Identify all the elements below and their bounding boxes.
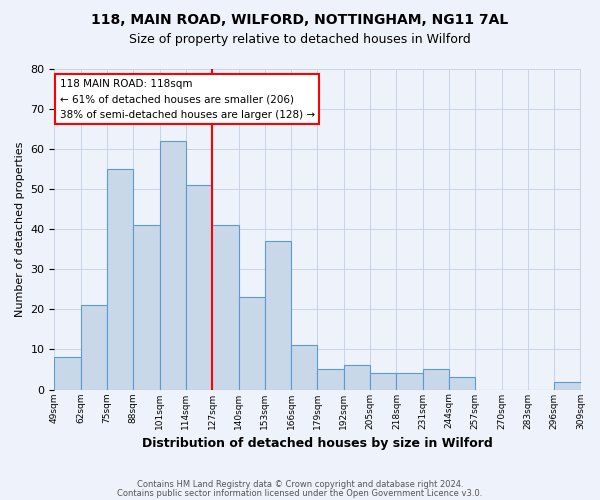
Y-axis label: Number of detached properties: Number of detached properties [15, 142, 25, 317]
Text: Size of property relative to detached houses in Wilford: Size of property relative to detached ho… [129, 32, 471, 46]
X-axis label: Distribution of detached houses by size in Wilford: Distribution of detached houses by size … [142, 437, 493, 450]
Bar [55, 358, 81, 390]
Bar [554, 382, 581, 390]
Bar [186, 185, 212, 390]
Text: 118, MAIN ROAD, WILFORD, NOTTINGHAM, NG11 7AL: 118, MAIN ROAD, WILFORD, NOTTINGHAM, NG1… [91, 12, 509, 26]
Bar [397, 374, 422, 390]
Bar [422, 370, 449, 390]
Bar [239, 298, 265, 390]
Bar [291, 346, 317, 390]
Bar [370, 374, 397, 390]
Bar [449, 378, 475, 390]
Bar [317, 370, 344, 390]
Bar [160, 141, 186, 390]
Bar [133, 226, 160, 390]
Text: Contains public sector information licensed under the Open Government Licence v3: Contains public sector information licen… [118, 488, 482, 498]
Bar [81, 306, 107, 390]
Bar [344, 366, 370, 390]
Bar [265, 242, 291, 390]
Text: 118 MAIN ROAD: 118sqm
← 61% of detached houses are smaller (206)
38% of semi-det: 118 MAIN ROAD: 118sqm ← 61% of detached … [59, 78, 315, 120]
Text: Contains HM Land Registry data © Crown copyright and database right 2024.: Contains HM Land Registry data © Crown c… [137, 480, 463, 489]
Bar [212, 226, 239, 390]
Bar [107, 169, 133, 390]
